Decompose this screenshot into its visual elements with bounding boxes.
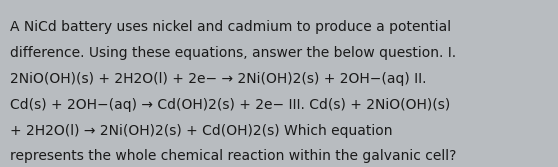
Text: A NiCd battery uses nickel and cadmium to produce a potential: A NiCd battery uses nickel and cadmium t…: [10, 20, 451, 34]
Text: + 2H2O(l) → 2Ni(OH)2(s) + Cd(OH)2(s) Which equation: + 2H2O(l) → 2Ni(OH)2(s) + Cd(OH)2(s) Whi…: [10, 124, 392, 138]
Text: difference. Using these equations, answer the below question. I.: difference. Using these equations, answe…: [10, 46, 456, 60]
Text: 2NiO(OH)(s) + 2H2O(l) + 2e− → 2Ni(OH)2(s) + 2OH−(aq) II.: 2NiO(OH)(s) + 2H2O(l) + 2e− → 2Ni(OH)2(s…: [10, 72, 426, 86]
Text: Cd(s) + 2OH−(aq) → Cd(OH)2(s) + 2e− III. Cd(s) + 2NiO(OH)(s): Cd(s) + 2OH−(aq) → Cd(OH)2(s) + 2e− III.…: [10, 98, 450, 112]
Text: represents the whole chemical reaction within the galvanic cell?: represents the whole chemical reaction w…: [10, 149, 456, 163]
